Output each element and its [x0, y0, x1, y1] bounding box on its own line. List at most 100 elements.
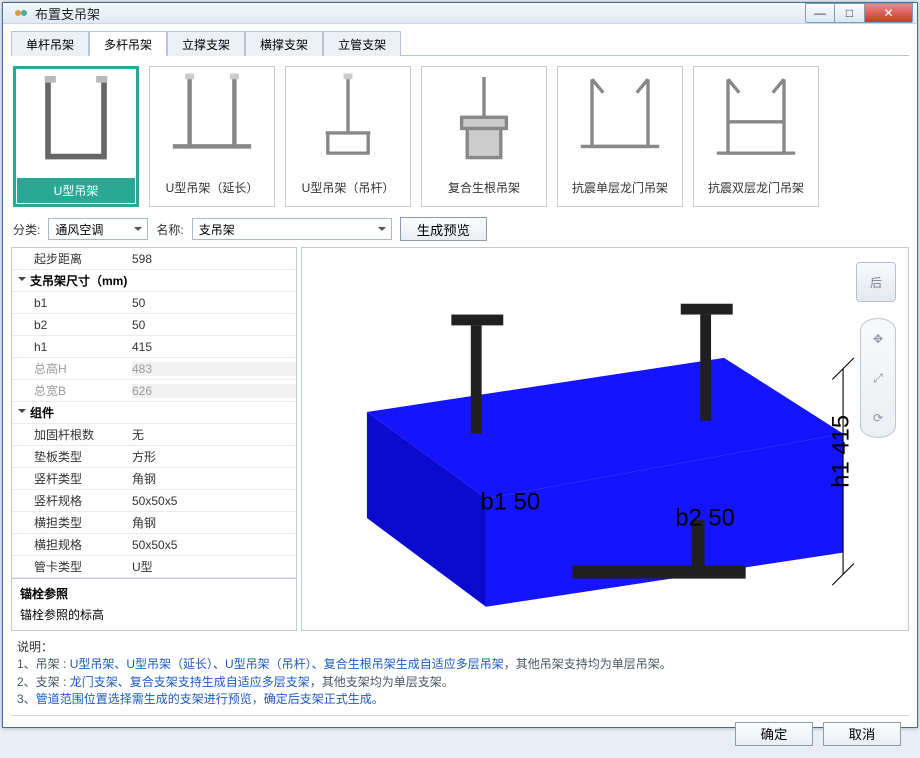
prop-key: 横担类型	[12, 514, 132, 531]
maximize-button[interactable]: □	[835, 3, 865, 23]
property-panel: 起步距离598支吊架尺寸（mm)b150b250h1415总高H483总宽B62…	[11, 247, 297, 631]
prop-value[interactable]: 50x50x5	[132, 494, 296, 508]
prop-row[interactable]: 横担类型角钢	[12, 512, 296, 534]
prop-row[interactable]: b250	[12, 314, 296, 336]
prop-value[interactable]: 无	[132, 426, 296, 443]
gallery-item-4[interactable]: 抗震单层龙门吊架	[557, 66, 683, 207]
category-label: 分类:	[13, 221, 40, 238]
expand-icon	[18, 409, 26, 417]
prop-value[interactable]: 626	[132, 384, 296, 398]
hanger-plate-left	[451, 315, 503, 326]
gallery-caption: U型吊架（吊杆）	[302, 179, 395, 196]
note-line-2: 2、支架 : 龙门支架、复合支架支持生成自适应多层支架，其他支架均为单层支架。	[17, 674, 903, 691]
tab-horiz[interactable]: 横撑支架	[245, 31, 323, 56]
view-cube[interactable]: 后	[856, 262, 896, 302]
prop-key: 加固杆根数	[12, 426, 132, 443]
dim-b1: b1 50	[481, 488, 541, 515]
anchor-text: 锚栓参照的标高	[20, 606, 288, 623]
prop-key: 管卡类型	[12, 558, 132, 575]
close-button[interactable]: ✕	[865, 3, 913, 23]
prop-row[interactable]: 加固杆根数无	[12, 424, 296, 446]
nav-bar[interactable]: ✥ ⤢ ⟳	[860, 318, 896, 438]
tab-multi[interactable]: 多杆吊架	[89, 31, 167, 56]
hanger-rod-right	[700, 315, 711, 421]
preview-viewport[interactable]: b1 50 b2 50 h1 415 后 ✥ ⤢ ⟳	[301, 247, 909, 631]
gallery-item-0[interactable]: U型吊架	[13, 66, 139, 207]
mid-row: 起步距离598支吊架尺寸（mm)b150b250h1415总高H483总宽B62…	[11, 247, 909, 631]
thumb-composite-icon	[428, 73, 540, 175]
prop-row[interactable]: 垫板类型方形	[12, 446, 296, 468]
hanger-cross	[573, 566, 746, 579]
prop-value[interactable]: 483	[132, 362, 296, 376]
note-link-1[interactable]: U型吊架、U型吊架（延长）、U型吊架（吊杆）、复合生根吊架生成自适应多层吊架	[70, 657, 504, 671]
titlebar[interactable]: 布置支吊架 — □ ✕	[3, 3, 917, 24]
minimize-button[interactable]: —	[805, 3, 835, 23]
anchor-heading: 锚栓参照	[20, 585, 288, 602]
anchor-pane: 锚栓参照 锚栓参照的标高	[12, 578, 296, 630]
type-gallery: U型吊架 U型吊架（延长） U型吊架（吊杆） 复合生根吊架	[11, 62, 909, 211]
prop-key: 垫板类型	[12, 448, 132, 465]
prop-row[interactable]: 总高H483	[12, 358, 296, 380]
gallery-caption: 抗震双层龙门吊架	[708, 179, 804, 196]
prop-row[interactable]: 竖杆类型角钢	[12, 468, 296, 490]
window-title: 布置支吊架	[35, 4, 805, 23]
prop-key: 竖杆规格	[12, 492, 132, 509]
tab-vert[interactable]: 立撑支架	[167, 31, 245, 56]
prop-key: 总高H	[12, 360, 132, 377]
gallery-caption: 抗震单层龙门吊架	[572, 179, 668, 196]
prop-value[interactable]: U型	[132, 558, 296, 575]
nav-zoom-icon[interactable]: ⤢	[873, 371, 883, 386]
prop-row[interactable]: 起步距离598	[12, 248, 296, 270]
name-select[interactable]: 支吊架	[192, 218, 392, 240]
nav-pan-icon[interactable]: ✥	[873, 332, 883, 346]
prop-key: 总宽B	[12, 382, 132, 399]
note-link-3[interactable]: 管道范围位置选择需生成的支架进行预览，确定后支架正式生成。	[36, 692, 384, 706]
group-label: 组件	[30, 404, 54, 421]
prop-key: b1	[12, 296, 132, 310]
tab-single[interactable]: 单杆吊架	[11, 31, 89, 56]
gallery-item-2[interactable]: U型吊架（吊杆）	[285, 66, 411, 207]
category-select[interactable]: 通风空调	[48, 218, 148, 240]
notes-heading: 说明：	[17, 639, 903, 656]
generate-preview-button[interactable]: 生成预览	[400, 217, 487, 241]
gallery-caption: U型吊架	[17, 178, 135, 203]
prop-value[interactable]: 415	[132, 340, 296, 354]
note-line-3: 3、管道范围位置选择需生成的支架进行预览，确定后支架正式生成。	[17, 691, 903, 708]
category-value: 通风空调	[55, 221, 103, 238]
tab-riser[interactable]: 立管支架	[323, 31, 401, 56]
prop-value[interactable]: 50	[132, 318, 296, 332]
tab-bar: 单杆吊架 多杆吊架 立撑支架 横撑支架 立管支架	[11, 30, 909, 56]
prop-value[interactable]: 598	[132, 252, 296, 266]
filter-bar: 分类: 通风空调 名称: 支吊架 生成预览	[11, 217, 909, 241]
prop-value[interactable]: 角钢	[132, 514, 296, 531]
dim-h1: h1 415	[827, 415, 854, 488]
prop-key: 起步距离	[12, 250, 132, 267]
prop-value[interactable]: 方形	[132, 448, 296, 465]
prop-row[interactable]: 竖杆规格50x50x5	[12, 490, 296, 512]
prop-row[interactable]: 横担规格50x50x5	[12, 534, 296, 556]
gallery-item-5[interactable]: 抗震双层龙门吊架	[693, 66, 819, 207]
prop-key: h1	[12, 340, 132, 354]
window-buttons: — □ ✕	[805, 3, 913, 23]
ok-button[interactable]: 确定	[735, 722, 813, 746]
thumb-u-hanger-icon	[20, 72, 132, 174]
window: 布置支吊架 — □ ✕ 单杆吊架 多杆吊架 立撑支架 横撑支架 立管支架 U型吊…	[2, 2, 918, 728]
gallery-item-3[interactable]: 复合生根吊架	[421, 66, 547, 207]
prop-value[interactable]: 角钢	[132, 470, 296, 487]
note-link-2[interactable]: 龙门支架、复合支架支持生成自适应多层支架	[70, 675, 310, 689]
prop-row[interactable]: 总宽B626	[12, 380, 296, 402]
prop-row[interactable]: h1415	[12, 336, 296, 358]
prop-value[interactable]: 50x50x5	[132, 538, 296, 552]
gallery-item-1[interactable]: U型吊架（延长）	[149, 66, 275, 207]
property-list[interactable]: 起步距离598支吊架尺寸（mm)b150b250h1415总高H483总宽B62…	[12, 248, 296, 578]
nav-orbit-icon[interactable]: ⟳	[873, 411, 883, 425]
prop-group[interactable]: 支吊架尺寸（mm)	[12, 270, 296, 292]
prop-row[interactable]: b150	[12, 292, 296, 314]
prop-value[interactable]: 50	[132, 296, 296, 310]
prop-group[interactable]: 组件	[12, 402, 296, 424]
cancel-button[interactable]: 取消	[823, 722, 901, 746]
prop-row[interactable]: 管卡类型U型	[12, 556, 296, 578]
thumb-u-rod-icon	[292, 73, 404, 175]
preview-svg: b1 50 b2 50 h1 415	[302, 248, 908, 630]
dialog-footer: 确定 取消	[11, 715, 909, 750]
